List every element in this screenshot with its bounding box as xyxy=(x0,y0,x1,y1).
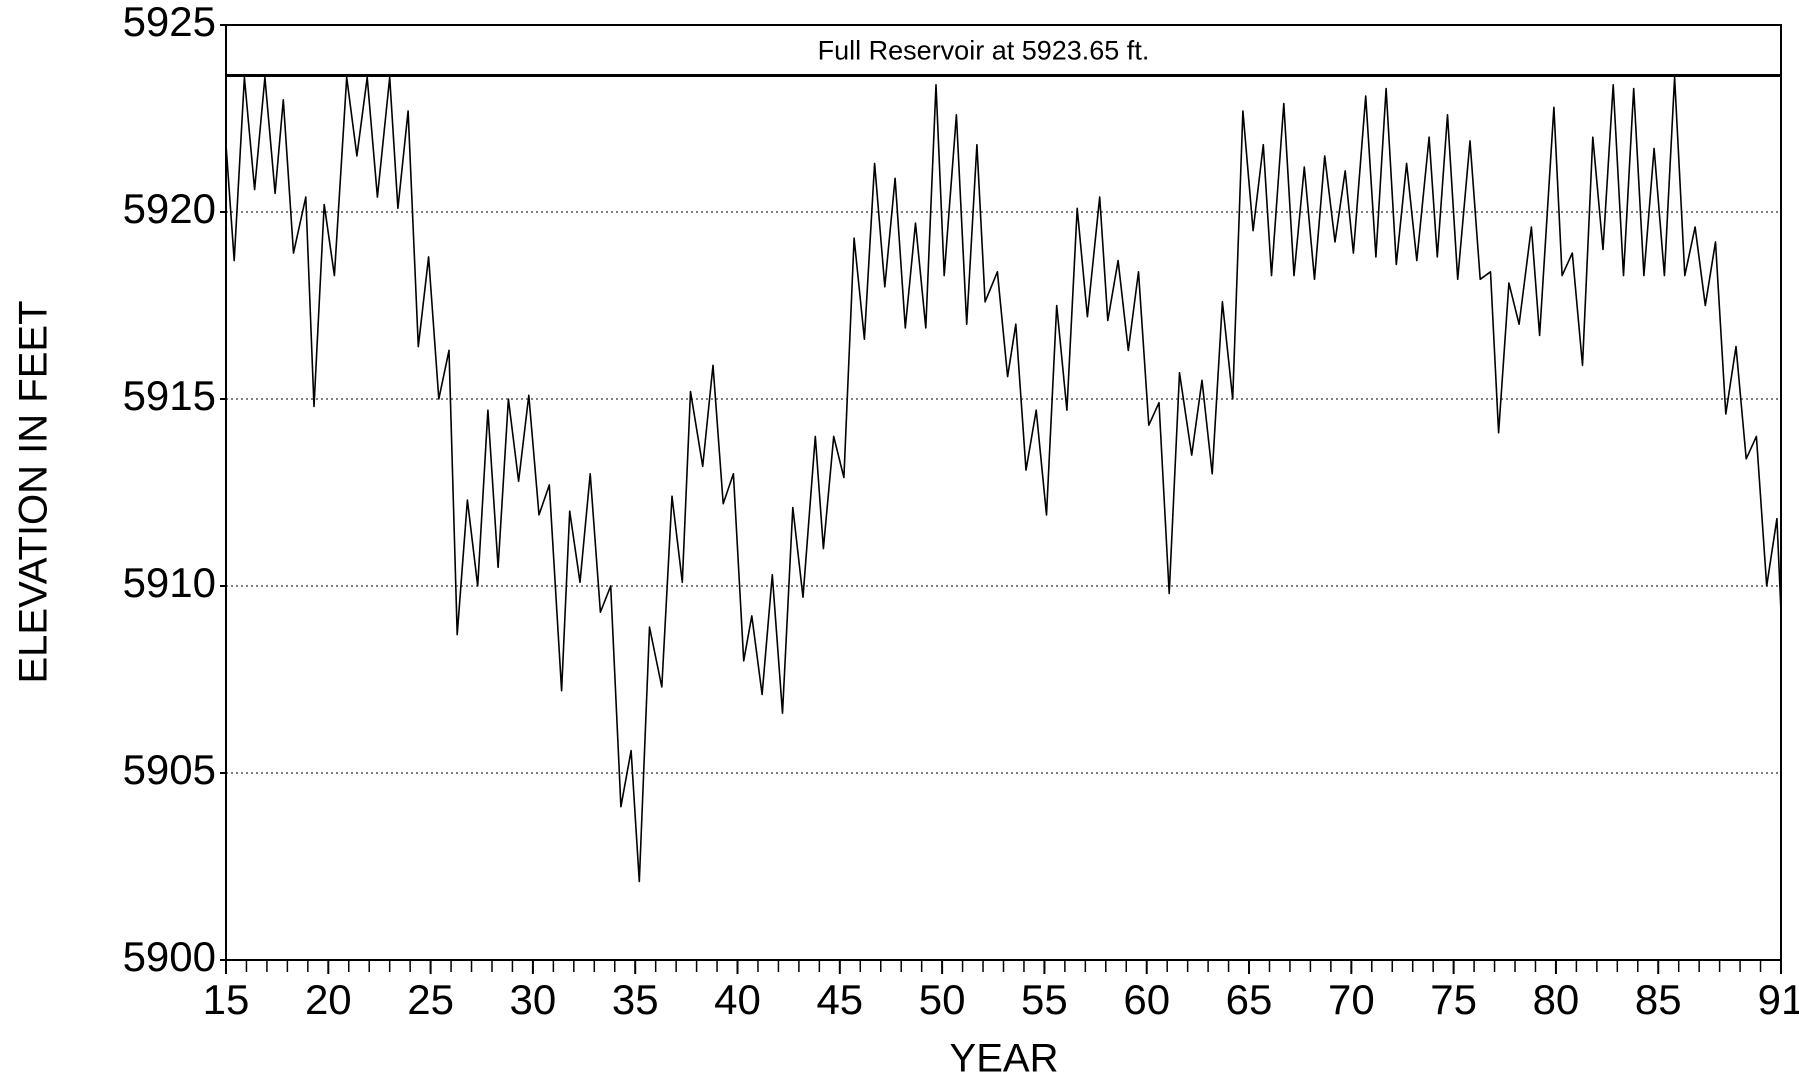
x-tick-label: 70 xyxy=(1328,976,1375,1023)
y-tick-label: 5905 xyxy=(123,746,216,793)
x-tick-label: 30 xyxy=(510,976,557,1023)
x-tick-label: 80 xyxy=(1533,976,1580,1023)
y-tick-label: 5915 xyxy=(123,372,216,419)
x-tick-label: 55 xyxy=(1021,976,1068,1023)
x-axis-label: YEAR xyxy=(950,1037,1059,1081)
x-tick-label: 40 xyxy=(714,976,761,1023)
plot-frame xyxy=(225,24,1782,961)
x-tick-label: 65 xyxy=(1226,976,1273,1023)
elevation-line xyxy=(225,76,1782,883)
x-tick-label: 60 xyxy=(1123,976,1170,1023)
y-tick-label: 5920 xyxy=(123,185,216,232)
y-tick-label: 5910 xyxy=(123,559,216,606)
x-tick-label: 45 xyxy=(816,976,863,1023)
x-tick-label: 25 xyxy=(407,976,454,1023)
x-tick-label: 15 xyxy=(203,976,250,1023)
x-tick-label: 50 xyxy=(919,976,966,1023)
x-tick-label: 91 xyxy=(1758,976,1799,1023)
x-tick-label: 20 xyxy=(305,976,352,1023)
reference-label: Full Reservoir at 5923.65 ft. xyxy=(818,35,1150,65)
x-tick-label: 85 xyxy=(1635,976,1682,1023)
y-tick-label: 5925 xyxy=(123,0,216,45)
y-axis-label: ELEVATION IN FEET xyxy=(12,300,56,683)
y-tick-label: 5900 xyxy=(123,933,216,980)
x-tick-label: 35 xyxy=(612,976,659,1023)
x-tick-label: 75 xyxy=(1430,976,1477,1023)
